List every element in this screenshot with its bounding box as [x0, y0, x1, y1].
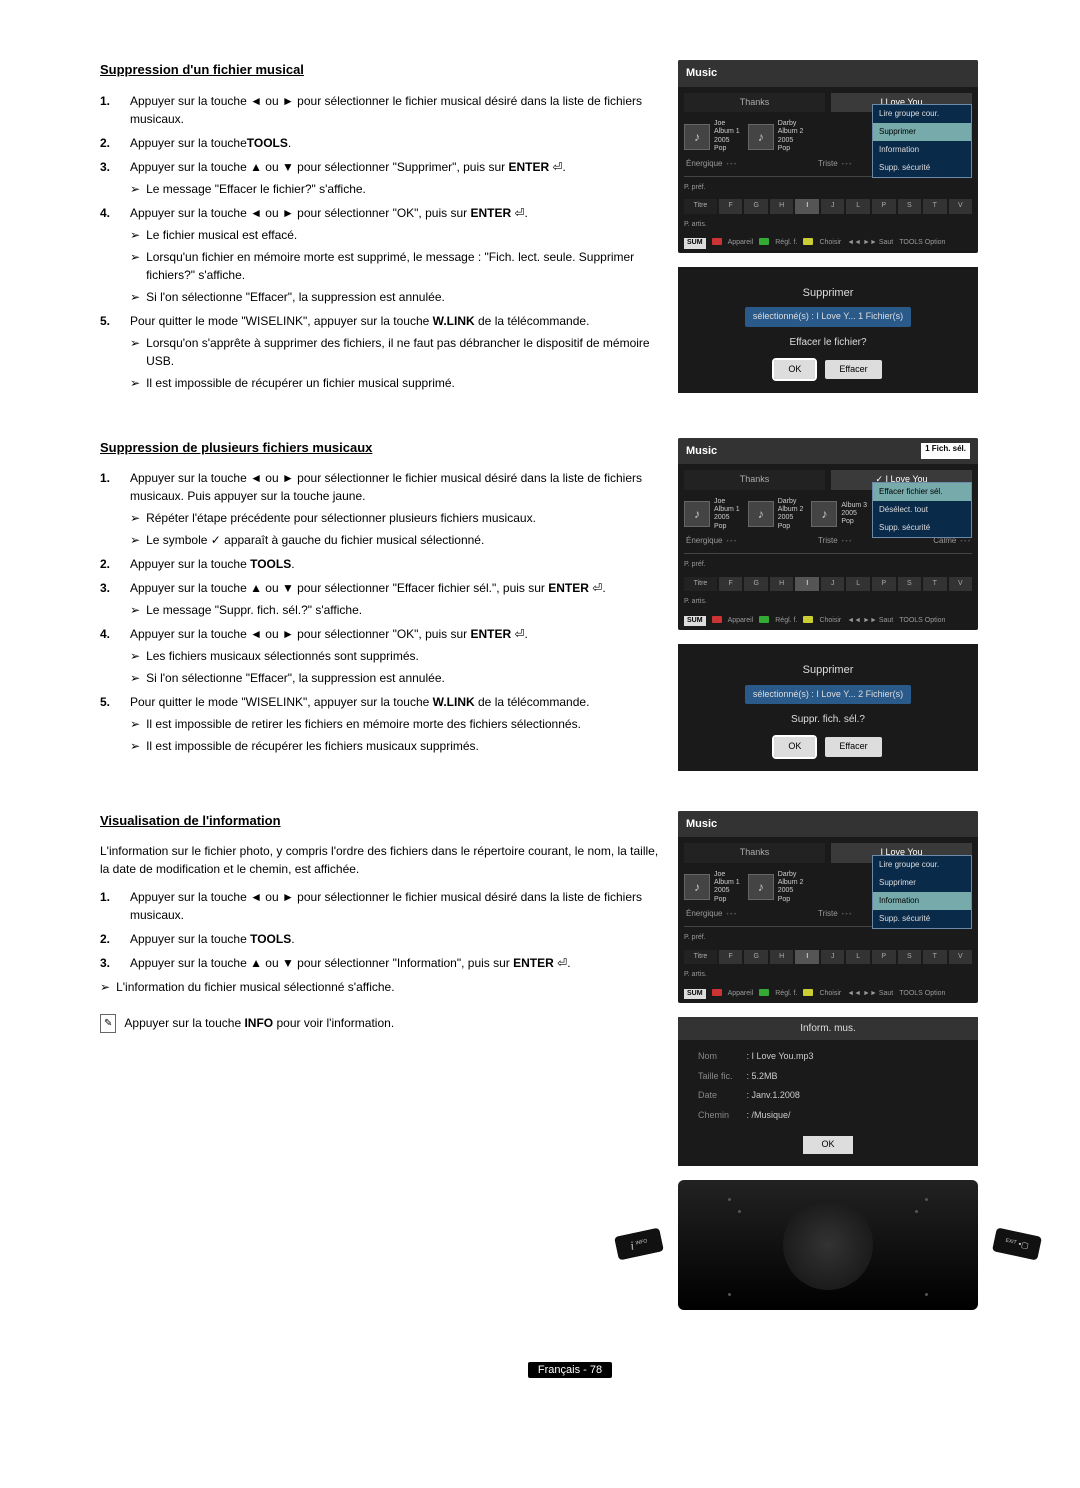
menu-item[interactable]: Information	[873, 141, 971, 159]
exit-button[interactable]: EXIT •▢	[992, 1227, 1042, 1260]
sub-marker: ➢	[130, 334, 140, 370]
section-delete-one: Suppression d'un fichier musical 1. Appu…	[100, 60, 1040, 398]
step-body: Appuyer sur la touche ▲ ou ▼ pour sélect…	[130, 158, 660, 198]
step-body: Appuyer sur la toucheTOOLS.	[130, 134, 660, 152]
ok-button[interactable]: OK	[803, 1136, 853, 1154]
step-num: 1.	[100, 92, 120, 128]
music-note-icon: ♪	[684, 501, 710, 527]
music-note-icon: ♪	[684, 124, 710, 150]
menu-item[interactable]: Supp. sécurité	[873, 519, 971, 537]
ok-button[interactable]: OK	[774, 360, 815, 380]
menu-item[interactable]: Supp. sécurité	[873, 910, 971, 928]
sub-marker: ➢	[130, 180, 140, 198]
page-footer: Français - 78	[100, 1360, 1040, 1379]
section3-text: Visualisation de l'information L'informa…	[100, 811, 660, 1310]
sub-marker: ➢	[130, 374, 140, 392]
step-num: 2.	[100, 134, 120, 152]
music-screen-mock: Music Thanks I Love You ♪JoeAlbum 12005P…	[678, 60, 978, 253]
menu-item-delete[interactable]: Supprimer	[873, 123, 971, 141]
section2-mocks: Music1 Fich. sél. Thanks ✓ I Love You ♪J…	[678, 438, 988, 771]
sub-marker: ➢	[130, 248, 140, 284]
section2-text: Suppression de plusieurs fichiers musica…	[100, 438, 660, 771]
menu-item[interactable]: Lire groupe cour.	[873, 105, 971, 123]
menu-item[interactable]: Effacer fichier sél.	[873, 483, 971, 501]
step-num: 3.	[100, 158, 120, 198]
sub-marker: ➢	[130, 288, 140, 306]
remote-illustration: i INFO EXIT •▢	[678, 1180, 978, 1310]
step-body: Appuyer sur la touche ◄ ou ► pour sélect…	[130, 92, 660, 128]
section1-mocks: Music Thanks I Love You ♪JoeAlbum 12005P…	[678, 60, 988, 398]
section1-title: Suppression d'un fichier musical	[100, 60, 660, 80]
music-note-icon: ♪	[811, 501, 837, 527]
music-screen-mock: Music1 Fich. sél. Thanks ✓ I Love You ♪J…	[678, 438, 978, 631]
note-icon: ✎	[100, 1014, 116, 1033]
menu-item[interactable]: Lire groupe cour.	[873, 856, 971, 874]
context-menu: Effacer fichier sél. Désélect. tout Supp…	[872, 482, 972, 538]
cancel-button[interactable]: Effacer	[825, 360, 881, 380]
menu-item[interactable]: Supp. sécurité	[873, 159, 971, 177]
section-info: Visualisation de l'information L'informa…	[100, 811, 1040, 1310]
info-note: ✎ Appuyer sur la touche INFO pour voir l…	[100, 1014, 660, 1033]
sub-marker: ➢	[130, 647, 140, 665]
step-body: Appuyer sur la touche ◄ ou ► pour sélect…	[130, 204, 660, 306]
context-menu: Lire groupe cour. Supprimer Information …	[872, 104, 972, 178]
section3-title: Visualisation de l'information	[100, 811, 660, 831]
menu-item-information[interactable]: Information	[873, 892, 971, 910]
ok-button[interactable]: OK	[774, 737, 815, 757]
info-dialog: Inform. mus. Nom: I Love You.mp3 Taille …	[678, 1017, 978, 1166]
music-screen-mock: Music Thanks I Love You ♪JoeAlbum 12005P…	[678, 811, 978, 1004]
section2-title: Suppression de plusieurs fichiers musica…	[100, 438, 660, 458]
tab-thanks[interactable]: Thanks	[684, 93, 825, 113]
sub-marker: ➢	[130, 226, 140, 244]
sub-marker: ➢	[130, 737, 140, 755]
sub-marker: ➢	[100, 978, 110, 996]
menu-item[interactable]: Désélect. tout	[873, 501, 971, 519]
section1-text: Suppression d'un fichier musical 1. Appu…	[100, 60, 660, 398]
step-num: 5.	[100, 312, 120, 392]
sub-marker: ➢	[130, 531, 140, 549]
music-note-icon: ♪	[748, 501, 774, 527]
music-note-icon: ♪	[748, 874, 774, 900]
menu-item[interactable]: Supprimer	[873, 874, 971, 892]
alpha-index: Titre FGHIJLPSTV	[678, 197, 978, 216]
section3-mocks: Music Thanks I Love You ♪JoeAlbum 12005P…	[678, 811, 988, 1310]
section-delete-many: Suppression de plusieurs fichiers musica…	[100, 438, 1040, 771]
delete-dialog: Supprimer sélectionné(s) : I Love Y... 1…	[678, 267, 978, 394]
sub-marker: ➢	[130, 601, 140, 619]
dpad-icon	[783, 1200, 873, 1290]
sub-marker: ➢	[130, 715, 140, 733]
step-body: Pour quitter le mode "WISELINK", appuyer…	[130, 312, 660, 392]
context-menu: Lire groupe cour. Supprimer Information …	[872, 855, 972, 929]
sub-marker: ➢	[130, 509, 140, 527]
cancel-button[interactable]: Effacer	[825, 737, 881, 757]
music-note-icon: ♪	[684, 874, 710, 900]
step-num: 4.	[100, 204, 120, 306]
music-note-icon: ♪	[748, 124, 774, 150]
sub-marker: ➢	[130, 669, 140, 687]
delete-dialog: Supprimer sélectionné(s) : I Love Y... 2…	[678, 644, 978, 771]
